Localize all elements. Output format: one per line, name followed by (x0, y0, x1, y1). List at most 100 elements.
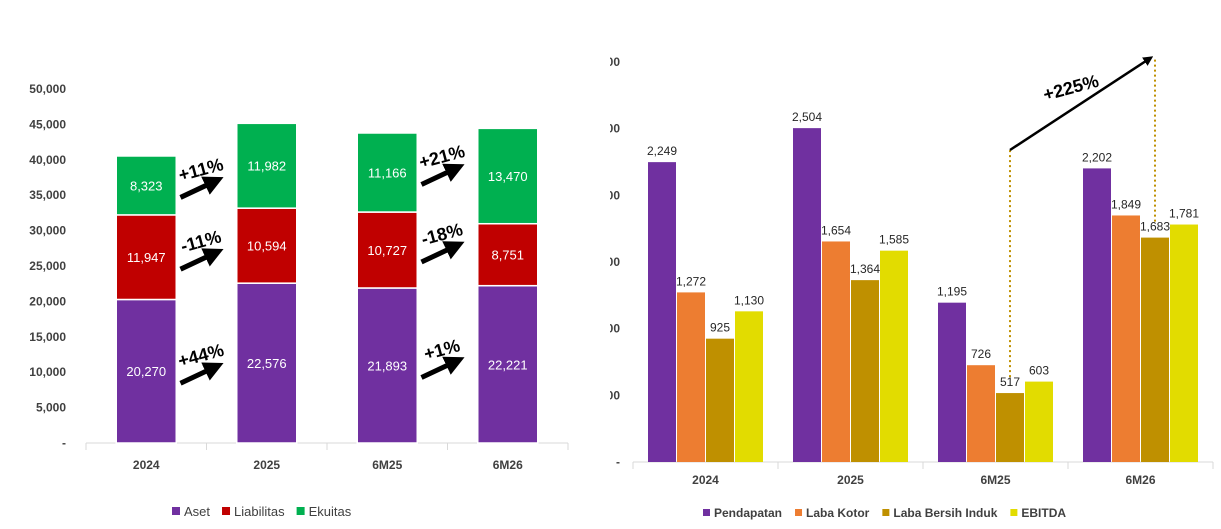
bar-pendapatan (793, 128, 821, 462)
y-tick-label: 2,000 (610, 188, 620, 202)
growth-label: +44% (176, 340, 226, 371)
y-tick-label: 30,000 (29, 224, 66, 238)
x-tick-label: 6M26 (1125, 473, 1155, 487)
bar-ebitda (880, 250, 908, 462)
growth-label: +21% (417, 141, 467, 172)
data-label: 1,195 (937, 285, 967, 299)
data-label: 1,683 (1140, 220, 1170, 234)
growth-label: -11% (179, 226, 224, 256)
data-label: 726 (971, 347, 991, 361)
bar-aset (477, 284, 539, 444)
legend-swatch-laba-bersih-induk (882, 509, 890, 516)
bar-ekuitas (115, 155, 177, 216)
data-label: 22,221 (488, 357, 528, 372)
x-tick-label: 2025 (837, 473, 864, 487)
legend-label: Liabilitas (234, 504, 285, 519)
growth-label: +225% (1041, 71, 1101, 105)
bar-laba-kotor (677, 292, 705, 462)
data-label: 2,202 (1082, 150, 1112, 164)
data-label: 13,470 (488, 169, 528, 184)
x-tick-label: 6M26 (493, 458, 523, 472)
x-tick-label: 2025 (253, 458, 280, 472)
bar-ebitda (735, 311, 763, 462)
bar-laba-bersih-induk (1141, 237, 1169, 462)
y-tick-label: - (616, 455, 620, 469)
y-tick-label: 2,500 (610, 122, 620, 136)
bar-liabilitas (356, 211, 418, 289)
bar-pendapatan (648, 162, 676, 462)
data-label: 1,849 (1111, 197, 1141, 211)
legend-swatch-ebitda (1010, 509, 1018, 516)
legend-swatch-ekuitas (296, 507, 305, 515)
growth-arrow (1009, 56, 1154, 152)
growth-label: +1% (422, 335, 462, 364)
y-tick-label: 25,000 (29, 259, 66, 273)
data-label: 1,130 (734, 293, 764, 307)
data-label: 1,272 (676, 274, 706, 288)
bar-pendapatan (938, 302, 966, 462)
x-tick-label: 2024 (692, 473, 719, 487)
legend-label: Laba Bersih Induk (893, 506, 997, 520)
data-label: 8,323 (130, 178, 163, 193)
data-label: 2,504 (792, 110, 822, 124)
bar-ekuitas (477, 127, 539, 225)
data-label: 1,654 (821, 223, 851, 237)
data-label: 20,270 (126, 364, 166, 379)
bar-laba-kotor (1112, 215, 1140, 462)
bar-laba-bersih-induk (706, 338, 734, 462)
data-label: 10,594 (247, 239, 287, 254)
y-tick-label: 1,000 (610, 322, 620, 336)
data-label: 11,166 (368, 166, 407, 181)
growth-arrow (420, 163, 465, 187)
growth-arrow (179, 176, 224, 200)
data-label: 10,727 (367, 243, 407, 258)
y-tick-label: - (62, 436, 66, 450)
data-label: 517 (1000, 375, 1020, 389)
data-label: 8,751 (491, 248, 524, 263)
legend-label: Pendapatan (714, 506, 782, 520)
bar-laba-kotor (822, 241, 850, 462)
x-tick-label: 2024 (133, 458, 160, 472)
bar-laba-kotor (967, 365, 995, 462)
data-label: 1,781 (1169, 207, 1199, 221)
y-tick-label: 15,000 (29, 330, 66, 344)
bar-laba-bersih-induk (996, 393, 1024, 462)
y-tick-label: 5,000 (36, 401, 66, 415)
data-label: 11,982 (247, 159, 286, 174)
growth-arrow (179, 248, 224, 272)
data-label: 2,249 (647, 144, 677, 158)
legend-label: Laba Kotor (806, 506, 870, 520)
growth-arrow (179, 362, 224, 386)
y-tick-label: 1,500 (610, 255, 620, 269)
bar-ekuitas (356, 132, 418, 213)
income-grouped-bar-chart: - 500 1,000 1,500 2,000 2,500 3,000 2,249 1,272 9… (610, 55, 1214, 520)
y-tick-label: 20,000 (29, 294, 66, 308)
bar-liabilitas (477, 222, 539, 287)
data-label: 21,893 (367, 358, 407, 373)
bar-ebitda (1170, 224, 1198, 462)
data-label: 925 (710, 321, 730, 335)
data-label: 1,364 (850, 262, 880, 276)
bar-aset (356, 287, 418, 444)
bar-liabilitas (115, 214, 177, 301)
y-tick-label: 3,000 (610, 55, 620, 69)
data-label: 603 (1029, 364, 1049, 378)
growth-arrow (420, 241, 465, 265)
bar-ebitda (1025, 381, 1053, 462)
legend-swatch-liabilitas (222, 507, 231, 515)
bar-ekuitas (236, 122, 298, 209)
data-label: 1,585 (879, 233, 909, 247)
data-label: 11,947 (127, 250, 166, 265)
legend-label: Aset (184, 504, 210, 519)
growth-label: +11% (176, 154, 225, 185)
legend-label: EBITDA (1021, 506, 1066, 520)
y-tick-label: 500 (610, 388, 620, 402)
legend-swatch-aset (172, 507, 180, 515)
bar-pendapatan (1083, 168, 1111, 462)
legend-label: Ekuitas (309, 504, 352, 519)
bar-liabilitas (236, 207, 298, 284)
data-label: 22,576 (247, 356, 287, 371)
y-tick-label: 35,000 (29, 188, 66, 202)
y-tick-label: 10,000 (29, 365, 66, 379)
